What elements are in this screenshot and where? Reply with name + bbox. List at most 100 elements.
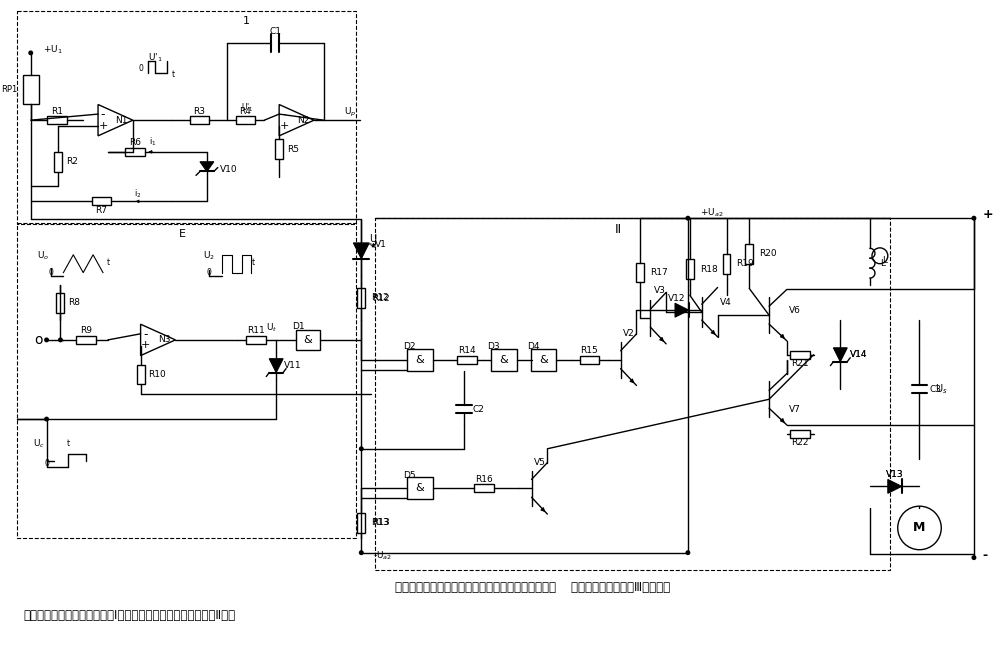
Text: +U$_{a2}$: +U$_{a2}$ <box>700 207 723 219</box>
Text: V13: V13 <box>886 470 903 479</box>
Bar <box>579 356 600 364</box>
Text: +: + <box>99 120 108 131</box>
Bar <box>474 485 494 492</box>
Text: &: & <box>415 355 425 365</box>
Text: V14: V14 <box>850 350 868 359</box>
Text: t: t <box>107 258 110 267</box>
Circle shape <box>28 50 33 56</box>
Text: 1: 1 <box>243 17 250 26</box>
Text: R22: R22 <box>792 438 809 447</box>
Bar <box>722 254 730 274</box>
Text: R13: R13 <box>372 518 390 527</box>
Bar <box>491 349 517 371</box>
Text: R19: R19 <box>736 259 754 268</box>
Bar <box>296 330 320 350</box>
Text: R20: R20 <box>760 249 777 258</box>
Text: -: - <box>101 108 106 121</box>
Bar <box>406 349 433 371</box>
Text: R10: R10 <box>149 370 166 379</box>
Text: RP1: RP1 <box>1 85 17 94</box>
Text: -U$_{a2}$: -U$_{a2}$ <box>373 549 392 562</box>
Text: V4: V4 <box>719 298 731 307</box>
Polygon shape <box>833 348 847 362</box>
Text: -: - <box>282 108 287 121</box>
Polygon shape <box>141 325 175 356</box>
Text: R4: R4 <box>239 107 252 116</box>
Text: N2: N2 <box>297 116 309 125</box>
Text: &: & <box>415 483 425 493</box>
Text: V14: V14 <box>850 350 868 359</box>
Polygon shape <box>98 104 133 136</box>
Text: R21: R21 <box>792 359 809 368</box>
Text: V7: V7 <box>789 405 801 414</box>
Bar <box>276 139 283 159</box>
Bar <box>457 356 477 364</box>
Text: U$_c$: U$_c$ <box>32 438 44 450</box>
Circle shape <box>872 248 888 264</box>
Bar <box>56 293 64 313</box>
Text: V2: V2 <box>623 329 635 338</box>
Circle shape <box>58 337 63 342</box>
Circle shape <box>972 215 977 221</box>
Text: i$_2$: i$_2$ <box>134 187 142 200</box>
Text: D2: D2 <box>403 342 416 352</box>
Text: L: L <box>880 258 885 268</box>
Text: U$_o$: U$_o$ <box>37 249 49 262</box>
Bar <box>137 365 145 385</box>
Polygon shape <box>279 104 314 136</box>
Text: V10: V10 <box>219 165 237 174</box>
Text: V3: V3 <box>654 286 666 295</box>
Text: t: t <box>172 70 175 79</box>
Polygon shape <box>675 303 689 317</box>
Circle shape <box>44 337 49 342</box>
Text: U$_t$: U$_t$ <box>266 322 277 334</box>
Polygon shape <box>200 162 214 171</box>
Text: o: o <box>34 333 43 347</box>
Text: t: t <box>66 440 69 448</box>
Bar <box>75 336 96 344</box>
Text: t: t <box>252 258 255 267</box>
Text: V13: V13 <box>886 470 903 479</box>
Text: R8: R8 <box>68 298 80 307</box>
Bar <box>189 116 209 124</box>
Bar <box>637 262 645 282</box>
Text: C1: C1 <box>270 26 282 36</box>
Circle shape <box>897 506 942 550</box>
Text: R11: R11 <box>247 327 266 336</box>
Text: N1: N1 <box>116 116 128 125</box>
Text: R7: R7 <box>96 206 108 215</box>
Text: i$_1$: i$_1$ <box>149 136 156 148</box>
Text: R1: R1 <box>51 107 63 116</box>
Text: E: E <box>179 229 186 239</box>
Text: R12: R12 <box>371 293 389 302</box>
Text: &: & <box>304 335 312 345</box>
Circle shape <box>359 550 364 555</box>
Text: R14: R14 <box>458 346 476 356</box>
Text: D5: D5 <box>403 471 416 480</box>
Text: 0: 0 <box>138 64 143 73</box>
Bar <box>23 75 38 104</box>
Bar <box>745 244 753 264</box>
Bar <box>235 116 256 124</box>
Text: &: & <box>499 355 508 365</box>
Text: R12: R12 <box>372 294 389 303</box>
Text: C3: C3 <box>930 385 942 394</box>
Text: R5: R5 <box>287 145 299 154</box>
Circle shape <box>359 446 364 451</box>
Bar <box>54 152 62 172</box>
Text: R17: R17 <box>650 268 668 277</box>
Text: 0: 0 <box>48 268 53 277</box>
Text: +: + <box>141 340 150 350</box>
Text: U$_2$: U$_2$ <box>203 249 215 262</box>
Polygon shape <box>353 243 369 258</box>
Bar <box>357 513 365 533</box>
Text: D3: D3 <box>488 342 500 352</box>
Text: U$_s$: U$_s$ <box>935 383 948 397</box>
Text: V12: V12 <box>668 294 686 303</box>
Text: U: U <box>369 234 376 244</box>
Text: U$_p$: U$_p$ <box>344 106 356 119</box>
Text: R13: R13 <box>371 518 389 527</box>
Bar <box>246 336 267 344</box>
Text: 0: 0 <box>206 268 211 277</box>
Text: &: & <box>539 355 548 365</box>
